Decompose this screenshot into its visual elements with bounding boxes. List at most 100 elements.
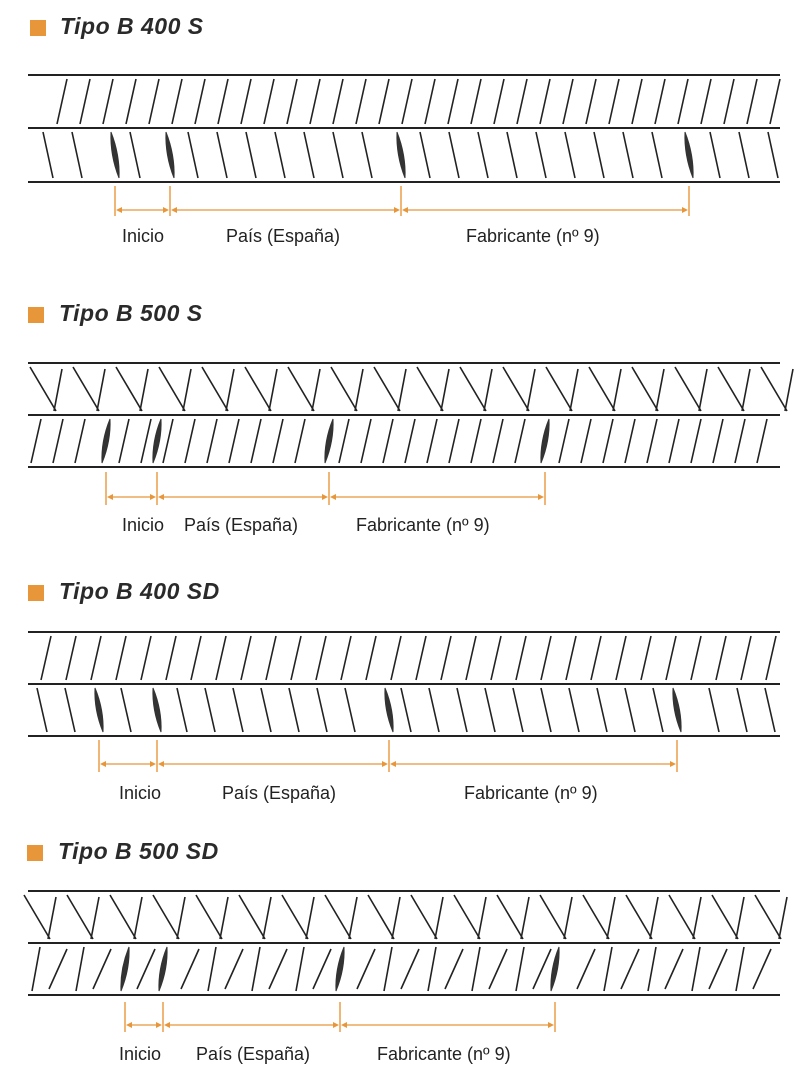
- rebar-rib: [287, 366, 315, 412]
- arrowhead-right: [150, 761, 156, 767]
- rebar-rib: [286, 78, 298, 125]
- arrowhead-right: [382, 761, 388, 767]
- arrowhead-left: [164, 1022, 170, 1028]
- rebar-rib: [315, 635, 327, 681]
- rebar-rib: [140, 418, 152, 464]
- rebar-rib: [139, 368, 149, 412]
- rebar-rib: [588, 366, 616, 412]
- rebar-rib: [360, 418, 372, 464]
- rebar-rib: [580, 418, 592, 464]
- rebar-rib: [585, 78, 597, 125]
- rebar-rib: [677, 78, 689, 125]
- rebar-rib: [238, 894, 266, 940]
- rebar-rib: [665, 635, 677, 681]
- rebar-rib: [48, 948, 68, 990]
- rebar-rib: [225, 368, 235, 412]
- rebar-rib: [288, 687, 300, 733]
- rebar-rib: [512, 687, 524, 733]
- rebar-rib: [734, 418, 746, 464]
- rebar-rib: [698, 368, 708, 412]
- rebar-rib: [118, 418, 130, 464]
- rebar-rib: [316, 687, 328, 733]
- rebar-rib: [129, 131, 141, 179]
- label-country: País (España): [184, 515, 299, 535]
- rebar-rib: [419, 131, 431, 179]
- rebar-rib: [65, 635, 77, 681]
- marking-rib: [550, 946, 560, 992]
- rebar-rib: [71, 131, 83, 179]
- rebar-rib: [40, 635, 52, 681]
- rebar-rib: [539, 78, 551, 125]
- label-country: País (España): [222, 783, 337, 803]
- rebar-rib: [563, 896, 573, 940]
- rebar-rib: [655, 368, 665, 412]
- rebar-rib: [361, 131, 373, 179]
- rebar-rib: [764, 687, 776, 733]
- arrowhead-right: [333, 1022, 339, 1028]
- rebar-rib: [56, 78, 68, 125]
- rebar-rib: [148, 78, 160, 125]
- rebar-rib: [348, 896, 358, 940]
- rebar-rib: [52, 418, 64, 464]
- rebar-rib: [332, 78, 344, 125]
- arrowhead-left: [158, 494, 164, 500]
- rebar-rib: [330, 366, 358, 412]
- arrowhead-left: [341, 1022, 347, 1028]
- rebar-rib: [367, 894, 395, 940]
- rebar-rib: [690, 418, 702, 464]
- rebar-rib: [72, 366, 100, 412]
- rebar-rib: [647, 946, 657, 992]
- rebar-rib: [596, 687, 608, 733]
- rebar-rib: [493, 78, 505, 125]
- rebar-rib: [29, 366, 57, 412]
- arrowhead-right: [682, 207, 688, 213]
- rebar-rib: [515, 635, 527, 681]
- rebar-rib: [303, 131, 315, 179]
- marking-rib: [540, 418, 550, 464]
- rebar-rib: [545, 366, 573, 412]
- rebar-rib: [625, 894, 653, 940]
- rebar-rib: [312, 948, 332, 990]
- rebar-rib: [201, 366, 229, 412]
- label-maker: Fabricante (nº 9): [466, 226, 600, 246]
- rebar-rib: [295, 946, 305, 992]
- rebar-rib: [176, 687, 188, 733]
- arrowhead-right: [548, 1022, 554, 1028]
- rebar-rib: [262, 896, 272, 940]
- rebar-rib: [459, 366, 487, 412]
- rebar-rib: [133, 896, 143, 940]
- rebar-rib: [568, 687, 580, 733]
- arrowhead-left: [116, 207, 122, 213]
- label-maker: Fabricante (nº 9): [464, 783, 598, 803]
- marking-rib: [384, 687, 394, 733]
- rebar-rib: [539, 894, 567, 940]
- rebar-rib: [444, 948, 464, 990]
- rebar-rib: [240, 635, 252, 681]
- rebar-rib: [448, 418, 460, 464]
- rebar-rib: [520, 896, 530, 940]
- rebar-rib: [232, 687, 244, 733]
- rebar-rib: [612, 368, 622, 412]
- rebar-rib: [207, 946, 217, 992]
- rebar-rib: [355, 78, 367, 125]
- rebar-rib: [373, 366, 401, 412]
- rebar-diagram: [28, 631, 780, 772]
- label-maker: Fabricante (nº 9): [377, 1044, 511, 1064]
- rebar-rib: [506, 131, 518, 179]
- rebar-rib: [440, 635, 452, 681]
- rebar-rib: [30, 418, 42, 464]
- rebar-rib: [752, 948, 772, 990]
- rebar-rib: [290, 635, 302, 681]
- rebar-rib: [182, 368, 192, 412]
- rebar-rib: [668, 418, 680, 464]
- rebar-rib: [754, 894, 782, 940]
- label-country: País (España): [226, 226, 341, 246]
- rebar-rib: [224, 948, 244, 990]
- rebar-rib: [382, 418, 394, 464]
- rebar-rib: [723, 78, 735, 125]
- arrowhead-left: [171, 207, 177, 213]
- rebar-rib: [760, 366, 788, 412]
- rebar-rib: [397, 368, 407, 412]
- label-start: Inicio: [122, 226, 165, 246]
- rebar-rib: [272, 418, 284, 464]
